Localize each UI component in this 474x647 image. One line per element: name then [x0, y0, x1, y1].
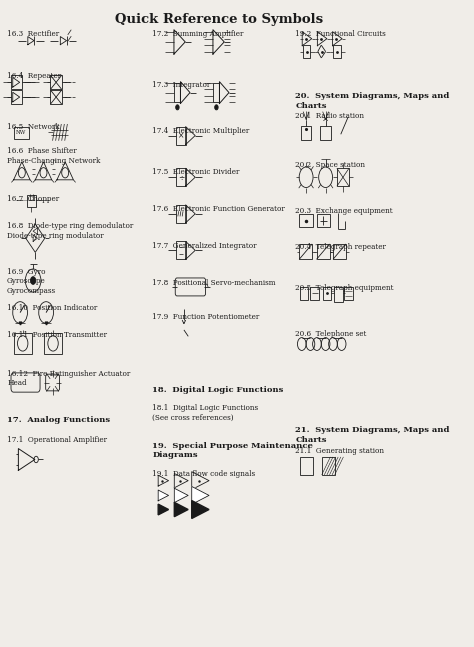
Text: 16.10  Position Indicator: 16.10 Position Indicator	[7, 304, 97, 313]
Text: 20.4  Telegraph repeater: 20.4 Telegraph repeater	[295, 243, 386, 250]
Text: 19.2  Functional Circuits: 19.2 Functional Circuits	[295, 30, 386, 38]
Text: 17.7  Generalized Integrator: 17.7 Generalized Integrator	[152, 242, 257, 250]
Bar	[320, 126, 331, 140]
Text: 17.3  Integrator: 17.3 Integrator	[152, 81, 210, 89]
Bar	[317, 244, 329, 259]
Bar	[299, 244, 312, 259]
Bar	[213, 83, 219, 102]
Text: 16.4  Repeater: 16.4 Repeater	[7, 72, 61, 80]
Text: 17.5  Electronic Divider: 17.5 Electronic Divider	[152, 168, 240, 176]
Text: 19.1  Data flow code signals: 19.1 Data flow code signals	[152, 470, 255, 477]
Bar	[322, 457, 335, 475]
Text: 17.9  Function Potentiometer: 17.9 Function Potentiometer	[152, 313, 260, 322]
Text: 20.6  Telephone set: 20.6 Telephone set	[295, 330, 367, 338]
Text: 19.  Special Purpose Maintenance
Diagrams: 19. Special Purpose Maintenance Diagrams	[152, 441, 313, 459]
Text: ÷: ÷	[178, 173, 184, 182]
Polygon shape	[174, 502, 188, 517]
Bar	[323, 287, 331, 300]
Circle shape	[176, 105, 179, 110]
Text: 18.  Digital Logic Functions: 18. Digital Logic Functions	[152, 386, 283, 394]
Bar	[337, 168, 349, 186]
Text: 16.12  Fire Extinguisher Actuator
Head: 16.12 Fire Extinguisher Actuator Head	[7, 369, 130, 388]
Bar	[176, 127, 186, 144]
Text: 16.11  Position Transmitter: 16.11 Position Transmitter	[7, 331, 107, 338]
Polygon shape	[191, 501, 209, 518]
Polygon shape	[158, 490, 169, 501]
Text: 17.6  Electronic Function Generator: 17.6 Electronic Function Generator	[152, 205, 285, 213]
Bar	[301, 126, 311, 140]
Bar	[174, 83, 181, 102]
Bar	[317, 214, 330, 227]
Text: 20.1  Radio station: 20.1 Radio station	[295, 112, 365, 120]
Bar	[333, 45, 341, 58]
Polygon shape	[191, 487, 209, 505]
Text: n: n	[52, 159, 55, 164]
Polygon shape	[174, 488, 188, 503]
Text: 17.1  Operational Amplifier: 17.1 Operational Amplifier	[7, 435, 107, 444]
Text: 21.1  Generating station: 21.1 Generating station	[295, 446, 384, 455]
Text: Quick Reference to Symbols: Quick Reference to Symbols	[115, 13, 324, 26]
Bar	[299, 214, 313, 227]
Bar	[301, 457, 313, 475]
Bar	[44, 333, 62, 354]
Bar	[50, 75, 62, 89]
Text: 16.7  Chopper: 16.7 Chopper	[7, 195, 59, 203]
Bar	[10, 75, 22, 89]
Text: 17.  Analog Functions: 17. Analog Functions	[7, 416, 110, 424]
Text: 21.  System Diagrams, Maps and
Charts: 21. System Diagrams, Maps and Charts	[295, 426, 450, 444]
Bar	[14, 127, 29, 138]
Text: 16.3  Rectifier: 16.3 Rectifier	[7, 30, 59, 38]
Bar	[50, 90, 62, 104]
Bar	[334, 287, 343, 302]
Text: 17.8  Positional Servo-mechanism: 17.8 Positional Servo-mechanism	[152, 280, 276, 287]
Text: 16.6  Phase Shifter
Phase-Changing Network: 16.6 Phase Shifter Phase-Changing Networ…	[7, 147, 100, 165]
Text: 20.3  Exchange equipment: 20.3 Exchange equipment	[295, 208, 393, 215]
Bar	[10, 90, 22, 104]
Text: 17.2  Summing Amplifier: 17.2 Summing Amplifier	[152, 30, 244, 38]
Text: 20.  System Diagrams, Maps and
Charts: 20. System Diagrams, Maps and Charts	[295, 92, 450, 110]
Text: ×: ×	[178, 131, 184, 140]
Text: 18.1  Digital Logic Functions
(See cross references): 18.1 Digital Logic Functions (See cross …	[152, 404, 258, 421]
Text: 16.8  Diode-type ring demodulator
Diode-type ring modulator: 16.8 Diode-type ring demodulator Diode-t…	[7, 222, 133, 240]
Text: 20.2  Space station: 20.2 Space station	[295, 161, 365, 170]
Bar	[302, 45, 310, 58]
Text: 16.9  Gyro
Gyroscope
Gyrocompass: 16.9 Gyro Gyroscope Gyrocompass	[7, 268, 56, 295]
Bar	[333, 244, 346, 259]
Bar	[310, 287, 319, 300]
Polygon shape	[158, 504, 169, 515]
Bar	[176, 205, 186, 223]
Bar	[176, 241, 186, 259]
Bar	[27, 195, 36, 207]
Text: NW: NW	[16, 131, 27, 135]
Text: 16.5  Network: 16.5 Network	[7, 124, 60, 131]
Bar	[300, 287, 308, 300]
Circle shape	[215, 105, 218, 110]
Text: 17.4  Electronic Multiplier: 17.4 Electronic Multiplier	[152, 127, 249, 135]
Circle shape	[30, 277, 36, 285]
Bar	[176, 168, 186, 186]
Bar	[14, 333, 32, 354]
Bar	[344, 287, 353, 300]
Text: 20.5  Telegraph equipment: 20.5 Telegraph equipment	[295, 284, 394, 292]
